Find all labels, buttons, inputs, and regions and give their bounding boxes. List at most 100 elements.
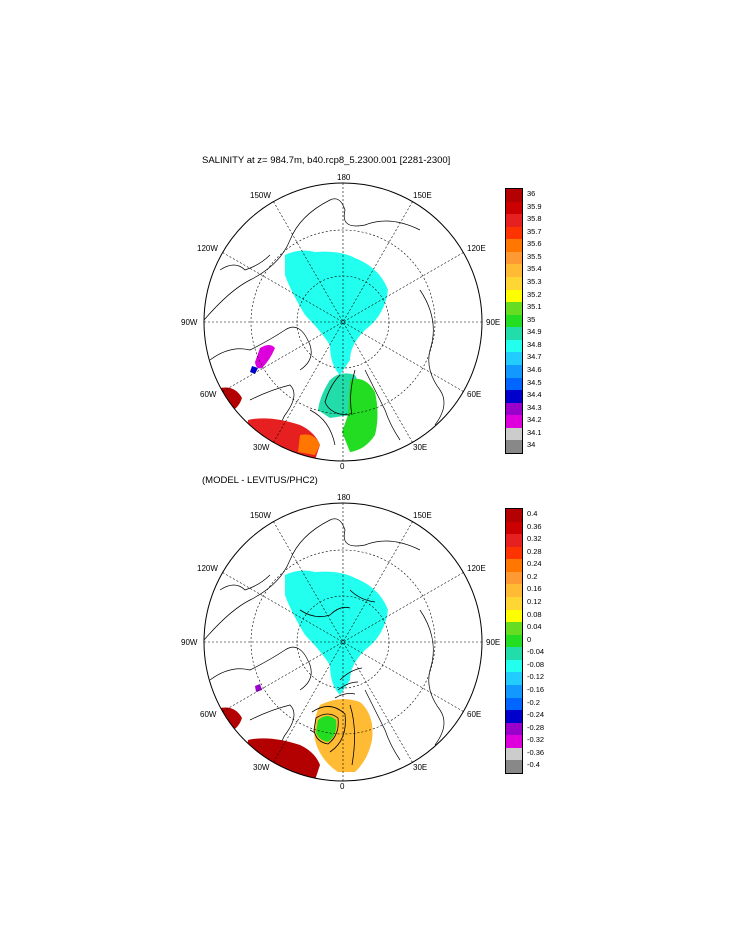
panel1-colorbar-label: 34.2 bbox=[527, 415, 542, 425]
p1-lon-30w: 30W bbox=[253, 443, 270, 452]
panel1-colorbar-swatch bbox=[506, 415, 522, 428]
p2-lon-90w: 90W bbox=[181, 638, 198, 647]
panel2-coastlines bbox=[204, 518, 445, 766]
panel2-colorbar-swatch bbox=[506, 597, 522, 610]
panel1-colorbar-swatch bbox=[506, 339, 522, 353]
panel1-contours bbox=[324, 369, 356, 416]
p1-lon-90e: 90E bbox=[486, 318, 501, 327]
panel2-colorbar-label: 0.12 bbox=[527, 597, 542, 606]
panel1-colorbar-swatch bbox=[506, 251, 522, 265]
panel1-colorbar-swatch bbox=[506, 327, 522, 340]
panel2-colorbar-swatch bbox=[506, 622, 522, 635]
panel1-colorbar-swatch bbox=[506, 226, 522, 240]
panel1-colorbar-label: 35.9 bbox=[527, 201, 542, 211]
p2-lon-90e: 90E bbox=[486, 638, 501, 647]
p1-lon-120e: 120E bbox=[467, 244, 486, 253]
panel1-colorbar-swatch bbox=[506, 277, 522, 290]
panel2-colorbar-label: -0.12 bbox=[527, 672, 545, 682]
panel1-colorbar-label: 34.9 bbox=[527, 327, 542, 337]
panel1-graticule bbox=[204, 183, 482, 461]
panel1-colorbar-swatch bbox=[506, 239, 522, 252]
panel2-colorbar-label: -0.32 bbox=[527, 735, 545, 745]
panel2-colorbar-label: -0.08 bbox=[527, 659, 545, 669]
panel1-colorbar-label: 36 bbox=[527, 189, 536, 198]
panel2-colorbar-swatch bbox=[506, 722, 522, 736]
panel1-colorbar-label: 35.6 bbox=[527, 239, 542, 249]
panel1-region-arctic bbox=[285, 250, 388, 375]
panel2-colorbar-swatch bbox=[506, 634, 522, 648]
panel1-frame bbox=[203, 182, 483, 462]
panel1-colorbar-label: 34.8 bbox=[527, 339, 542, 349]
panel1-colorbar-label: 35.1 bbox=[527, 302, 542, 312]
panel1-colorbar-label: 35.2 bbox=[527, 289, 542, 299]
panel1-colorbar-label: 35.8 bbox=[527, 214, 542, 224]
panel2-colorbar-swatch bbox=[506, 521, 522, 535]
panel2-contours bbox=[299, 589, 376, 766]
panel1-map bbox=[203, 182, 483, 462]
p2-lon-120w: 120W bbox=[197, 564, 218, 573]
panel2-colorbar-swatch bbox=[506, 509, 522, 522]
panel2-frame bbox=[203, 502, 483, 782]
p1-lon-150w: 150W bbox=[250, 191, 271, 200]
p2-lon-60w: 60W bbox=[200, 710, 217, 719]
p1-lon-30e: 30E bbox=[413, 443, 428, 452]
p2-lon-60e: 60E bbox=[467, 710, 482, 719]
panel2-colorbar-swatch bbox=[506, 559, 522, 572]
panel2-colorbar-label: -0.28 bbox=[527, 722, 545, 732]
panel2-colorbar bbox=[505, 508, 523, 774]
panel1-colorbar-label: 35 bbox=[527, 314, 536, 324]
panel1-colorbar-label: 34.3 bbox=[527, 402, 542, 412]
panel1-colorbar-swatch bbox=[506, 377, 522, 391]
panel2-map bbox=[203, 502, 483, 782]
panel2-colorbar-label: 0.16 bbox=[527, 584, 542, 594]
panel1-coastlines bbox=[204, 198, 445, 446]
panel2-region-norwegian-green bbox=[316, 716, 337, 742]
p1-lon-60w: 60W bbox=[200, 390, 217, 399]
panel2-colorbar-swatch bbox=[506, 760, 522, 773]
panel2-colorbar-swatch bbox=[506, 685, 522, 698]
panel2-colorbar-label: -0.2 bbox=[527, 697, 540, 707]
panel1-colorbar-swatch bbox=[506, 302, 522, 315]
p1-lon-120w: 120W bbox=[197, 244, 218, 253]
panel1-region-baffin-blue bbox=[250, 366, 258, 374]
panel1-colorbar-label: 35.4 bbox=[527, 264, 542, 274]
panel2-colorbar-label: -0.24 bbox=[527, 710, 545, 720]
panel2-colorbar-label: 0.32 bbox=[527, 534, 542, 544]
panel1-title: SALINITY at z= 984.7m, b40.rcp8_5.2300.0… bbox=[202, 155, 451, 166]
panel1-region-baffin bbox=[255, 345, 275, 369]
panel2-colorbar-swatch bbox=[506, 659, 522, 673]
p1-lon-90w: 90W bbox=[181, 318, 198, 327]
panel1-colorbar-swatch bbox=[506, 214, 522, 227]
panel1-colorbar-swatch bbox=[506, 264, 522, 277]
panel2-colorbar-label: -0.36 bbox=[527, 747, 545, 757]
panel2-colorbar-label: -0.04 bbox=[527, 647, 545, 657]
panel2-colorbar-label: 0.2 bbox=[527, 571, 538, 581]
panel1-colorbar-label: 34.4 bbox=[527, 390, 542, 400]
panel2-colorbar-swatch bbox=[506, 735, 522, 748]
panel2-colorbar-swatch bbox=[506, 647, 522, 660]
panel2-title: (MODEL - LEVITUS/PHC2) bbox=[202, 475, 318, 486]
panel2-colorbar-labels: 0.4 0.36 0.32 0.28 0.24 0.2 0.16 0.12 0.08 0.04 0 -… bbox=[527, 508, 567, 772]
panel2-colorbar-label: 0.04 bbox=[527, 622, 542, 632]
panel2-colorbar-swatch bbox=[506, 672, 522, 685]
p2-lon-150w: 150W bbox=[250, 511, 271, 520]
panel2-region-baffin bbox=[255, 684, 262, 692]
panel2-colorbar-swatch bbox=[506, 534, 522, 547]
panel2-region-arctic bbox=[285, 570, 388, 695]
panel1-colorbar-label: 34 bbox=[527, 440, 536, 450]
panel1-colorbar-swatch bbox=[506, 365, 522, 378]
panel1-colorbar-label: 34.6 bbox=[527, 365, 542, 374]
panel1-colorbar-label: 35.7 bbox=[527, 226, 542, 236]
p2-lon-120e: 120E bbox=[467, 564, 486, 573]
panel2-colorbar-swatch bbox=[506, 710, 522, 723]
panel2-colorbar-label: -0.4 bbox=[527, 760, 540, 770]
panel1-colorbar-swatch bbox=[506, 189, 522, 202]
p2-lon-30w: 30W bbox=[253, 763, 270, 772]
panel2-colorbar-swatch bbox=[506, 546, 522, 560]
panel1-colorbar-swatch bbox=[506, 440, 522, 453]
panel1-colorbar-swatch bbox=[506, 352, 522, 365]
p1-lon-150e: 150E bbox=[413, 191, 432, 200]
panel1-colorbar-swatch bbox=[506, 427, 522, 441]
p1-lon-180: 180 bbox=[337, 173, 351, 182]
panel1-colorbar-label: 34.1 bbox=[527, 427, 542, 437]
